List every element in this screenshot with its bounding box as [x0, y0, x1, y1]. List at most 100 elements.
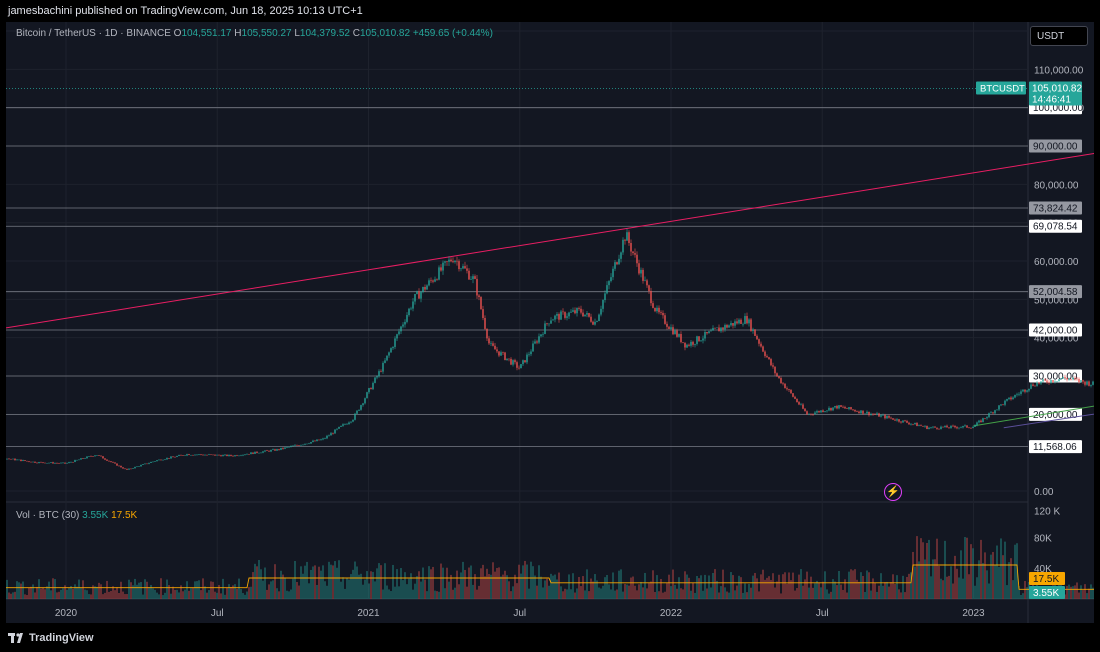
tradingview-logo-icon	[8, 633, 23, 644]
candle	[878, 412, 880, 417]
candle-body	[494, 345, 496, 350]
currency-button[interactable]: USDT	[1030, 26, 1088, 46]
candle	[356, 410, 358, 415]
candle-body	[462, 266, 464, 269]
candle-body	[784, 383, 786, 389]
volume-bar	[518, 564, 520, 599]
candle-body	[166, 457, 168, 460]
volume-bar	[444, 588, 446, 599]
volume-bar	[678, 577, 680, 599]
candle	[938, 428, 940, 430]
volume-bar	[44, 589, 46, 599]
candle-body	[408, 308, 410, 316]
volume-bar	[352, 569, 354, 599]
candle-body	[1078, 378, 1080, 383]
volume-bar	[842, 589, 844, 599]
volume-bar	[78, 579, 80, 599]
price-chart[interactable]: 2020Jul2021Jul2022Jul2023Jul2024Jul2025J…	[6, 22, 1094, 623]
candle-body	[568, 312, 570, 317]
candle-body	[622, 239, 624, 253]
candle	[494, 342, 496, 350]
candle	[240, 454, 242, 457]
volume-bar	[860, 572, 862, 599]
candle-body	[726, 325, 728, 328]
candle-body	[816, 411, 818, 413]
candle-body	[48, 462, 50, 464]
candle-body	[394, 338, 396, 347]
candle-body	[384, 360, 386, 363]
candle-body	[916, 422, 918, 427]
volume-bar	[950, 566, 952, 599]
volume-ma-line	[6, 564, 1094, 590]
candle	[396, 333, 398, 342]
volume-bar	[644, 572, 646, 599]
candle-body	[940, 426, 942, 429]
candle-body	[350, 421, 352, 423]
candle-body	[28, 461, 30, 462]
candle-body	[446, 261, 448, 262]
high-label: H	[234, 28, 242, 39]
volume-bar	[354, 561, 356, 599]
close-label: C	[352, 28, 360, 39]
candle-body	[694, 343, 696, 345]
candle	[764, 350, 766, 358]
candle	[994, 409, 996, 415]
volume-bar	[754, 572, 756, 599]
candle	[296, 444, 298, 446]
volume-bar	[626, 584, 628, 599]
volume-bar	[154, 589, 156, 599]
volume-bar	[390, 591, 392, 599]
candle	[252, 452, 254, 455]
candle	[744, 313, 746, 325]
candle	[634, 248, 636, 258]
volume-bar	[358, 574, 360, 599]
candle-body	[20, 459, 22, 462]
candle-body	[508, 358, 510, 360]
candle	[586, 310, 588, 318]
candle-body	[448, 259, 450, 262]
candle	[372, 381, 374, 391]
candle-body	[790, 389, 792, 394]
candle	[266, 449, 268, 452]
candle-body	[358, 409, 360, 411]
candle-body	[338, 426, 340, 429]
volume-bar	[852, 570, 854, 599]
candle	[1030, 383, 1032, 390]
candle-body	[996, 409, 998, 411]
candle-body	[96, 455, 98, 456]
volume-bar	[614, 590, 616, 599]
tradingview-text: TradingView	[29, 632, 94, 644]
candle	[492, 341, 494, 347]
candle	[966, 425, 968, 429]
lightning-icon[interactable]: ⚡	[884, 483, 902, 501]
candle-body	[154, 461, 156, 462]
volume-bar	[246, 591, 248, 599]
candle-body	[868, 411, 870, 416]
candle	[92, 456, 94, 457]
candle-body	[86, 456, 88, 459]
candle	[886, 415, 888, 419]
volume-bar	[638, 584, 640, 599]
volume-bar	[824, 571, 826, 599]
candle-body	[366, 392, 368, 399]
volume-bar	[120, 581, 122, 599]
candle	[500, 350, 502, 357]
candle-body	[698, 336, 700, 342]
candle-body	[1008, 397, 1010, 399]
volume-bar	[742, 592, 744, 599]
candle-body	[178, 455, 180, 457]
candle	[1028, 388, 1030, 393]
volume-bar	[332, 565, 334, 599]
volume-bar	[304, 565, 306, 599]
volume-bar	[572, 573, 574, 599]
candle-body	[218, 454, 220, 456]
volume-bar	[844, 579, 846, 599]
candle	[194, 454, 196, 456]
volume-bar	[592, 581, 594, 599]
candle-body	[208, 454, 210, 456]
chart-frame[interactable]: 2020Jul2021Jul2022Jul2023Jul2024Jul2025J…	[6, 22, 1094, 623]
candle	[434, 276, 436, 283]
candle	[768, 356, 770, 360]
volume-bar	[18, 582, 20, 599]
volume-bar	[362, 584, 364, 599]
